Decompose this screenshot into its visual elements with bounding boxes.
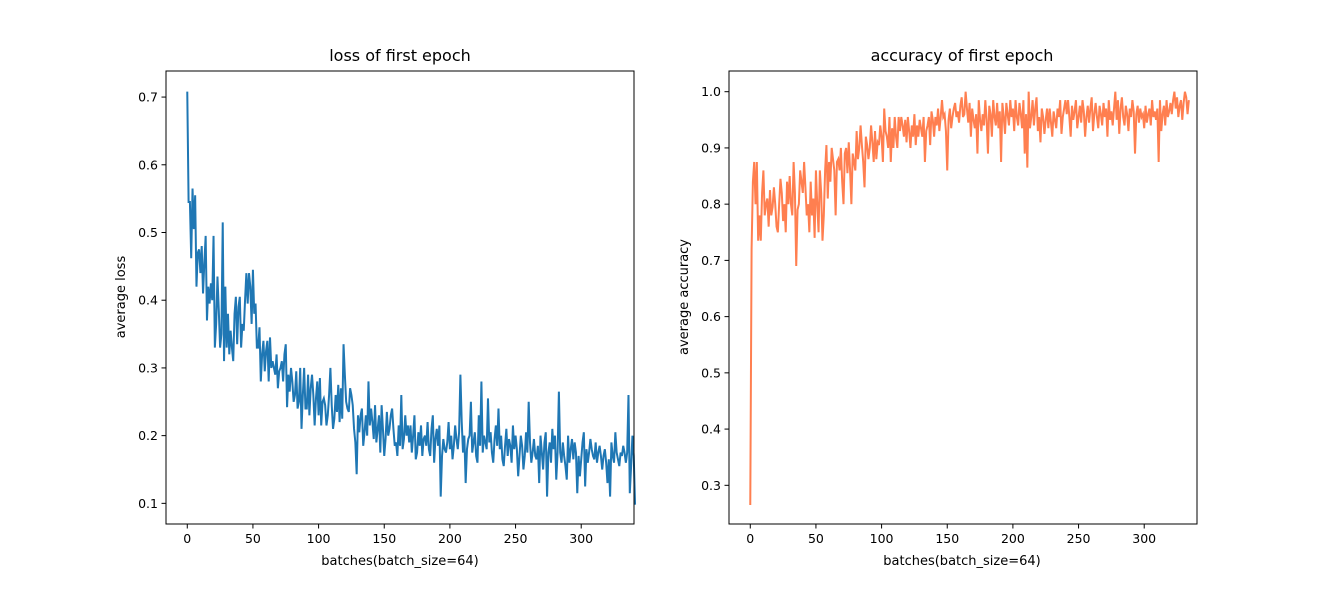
accuracy-xtick-label: 100 [870, 531, 894, 546]
loss-ytick-label: 0.4 [138, 293, 158, 308]
accuracy-xtick-label: 200 [1001, 531, 1025, 546]
loss-ytick-label: 0.3 [138, 360, 158, 375]
accuracy-ytick-label: 0.5 [701, 365, 721, 380]
loss-xtick-label: 0 [183, 531, 191, 546]
loss-xtick-label: 100 [307, 531, 331, 546]
accuracy-chart: accuracy of first epoch batches(batch_si… [677, 46, 1198, 569]
loss-chart-frame [165, 70, 635, 525]
accuracy-chart-frame [728, 70, 1198, 525]
loss-ytick-label: 0.2 [138, 428, 158, 443]
loss-ytick-label: 0.5 [138, 225, 158, 240]
loss-chart-xlabel: batches(batch_size=64) [321, 554, 478, 569]
accuracy-ytick-label: 0.6 [701, 309, 721, 324]
accuracy-chart-ticks: 0 50 100 150 200 250 300 0.3 0.4 0.5 0.6 0.7 0.8 0.9 1… [701, 84, 1156, 546]
loss-ytick-label: 0.1 [138, 496, 158, 511]
accuracy-chart-title: accuracy of first epoch [871, 46, 1054, 65]
accuracy-chart-ylabel: average accuracy [677, 239, 692, 355]
accuracy-ytick-label: 0.9 [701, 140, 721, 155]
loss-chart: loss of first epoch batches(batch_size=6… [114, 46, 637, 569]
loss-xtick-label: 200 [438, 531, 462, 546]
accuracy-xtick-label: 0 [746, 531, 754, 546]
accuracy-xtick-label: 50 [808, 531, 824, 546]
loss-chart-ticks: 0 50 100 150 200 250 300 0.1 0.2 0.3 0.4 0.5 0.6 0.7 [138, 90, 593, 546]
accuracy-xtick-label: 150 [935, 531, 959, 546]
loss-chart-title: loss of first epoch [329, 46, 471, 65]
loss-xtick-label: 150 [372, 531, 396, 546]
accuracy-xtick-label: 300 [1132, 531, 1156, 546]
loss-ytick-label: 0.7 [138, 90, 158, 105]
loss-xtick-label: 50 [245, 531, 261, 546]
accuracy-ytick-label: 0.4 [701, 422, 721, 437]
accuracy-xtick-label: 250 [1067, 531, 1091, 546]
loss-xtick-label: 250 [504, 531, 528, 546]
loss-xtick-label: 300 [569, 531, 593, 546]
accuracy-ytick-label: 0.7 [701, 253, 721, 268]
accuracy-ytick-label: 0.3 [701, 478, 721, 493]
loss-ytick-label: 0.6 [138, 157, 158, 172]
loss-series-line [186, 91, 637, 505]
accuracy-series-line [749, 91, 1190, 505]
accuracy-ytick-label: 0.8 [701, 197, 721, 212]
accuracy-chart-xlabel: batches(batch_size=64) [883, 554, 1040, 569]
accuracy-ytick-label: 1.0 [701, 84, 721, 99]
loss-chart-ylabel: average loss [114, 256, 129, 339]
